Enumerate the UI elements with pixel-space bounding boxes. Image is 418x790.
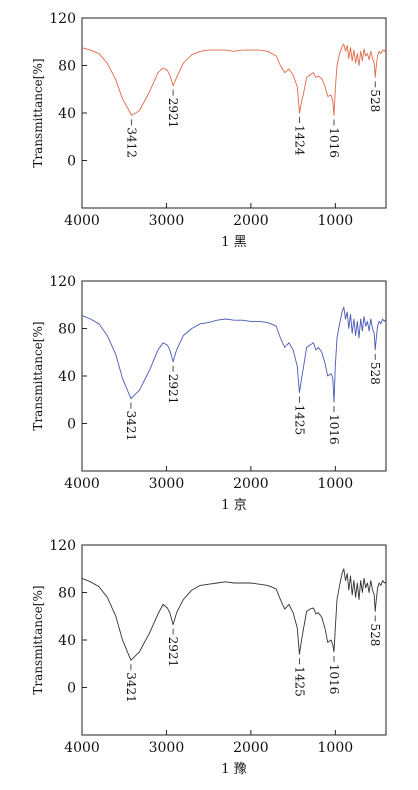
x-tick-label: 3000 (149, 213, 185, 229)
x-tick-label: 1000 (318, 740, 354, 756)
peak-label: 2921 (166, 637, 180, 668)
y-tick-label: 120 (49, 11, 76, 27)
x-tick-label: 2000 (233, 213, 269, 229)
y-tick-label: 80 (58, 586, 76, 602)
plot-frame (81, 17, 387, 209)
chart-caption: 1 京 (221, 498, 246, 513)
y-tick-label: 0 (67, 417, 76, 433)
peak-label: 1424 (293, 125, 307, 156)
peak-label: 1016 (327, 414, 341, 445)
x-tick-label: 4000 (64, 476, 100, 492)
ir-spectrum-chart-3: 120 80 40 0 4000 3000 2000 1000 Transmittance[%]… (31, 538, 387, 777)
y-tick-label: 40 (58, 369, 76, 385)
spectrum-line (81, 306, 387, 403)
x-tick-label: 4000 (64, 213, 100, 229)
y-axis-label: Transmittance[%] (31, 58, 45, 167)
peak-label: 2921 (166, 374, 180, 405)
x-tick-label: 1000 (318, 213, 354, 229)
spectrum-panel-1: 120 80 40 0 4000 3000 2000 1000 Transmittance[%]… (0, 0, 418, 263)
spectrum-line (81, 43, 387, 116)
x-tick-label: 3000 (149, 476, 185, 492)
y-axis-label: Transmittance[%] (31, 321, 45, 430)
y-tick-label: 80 (58, 322, 76, 338)
peak-label: 2921 (166, 98, 180, 129)
peak-label: 1425 (292, 405, 306, 436)
y-tick-label: 120 (49, 538, 76, 554)
y-tick-label: 0 (67, 681, 76, 697)
peak-label: 528 (368, 362, 382, 385)
chart-caption: 1 黑 (221, 235, 246, 250)
y-tick-label: 40 (58, 633, 76, 649)
peak-label: 1425 (292, 666, 306, 697)
spectrum-line (81, 568, 387, 661)
y-tick-label: 40 (58, 106, 76, 122)
y-tick-label: 0 (67, 154, 76, 170)
y-axis-label: Transmittance[%] (31, 585, 45, 694)
x-tick-label: 2000 (233, 476, 269, 492)
x-tick-label: 2000 (233, 740, 269, 756)
chart-caption: 1 豫 (221, 762, 246, 777)
ir-spectrum-chart-1: 120 80 40 0 4000 3000 2000 1000 Transmittance[%]… (31, 11, 387, 250)
spectrum-panel-2: 120 80 40 0 4000 3000 2000 1000 Transmittance[%]… (0, 263, 418, 526)
peak-label: 3412 (125, 127, 139, 158)
ir-spectrum-chart-2: 120 80 40 0 4000 3000 2000 1000 Transmittance[%]… (31, 274, 387, 513)
y-tick-label: 120 (49, 274, 76, 290)
y-tick-label: 80 (58, 59, 76, 75)
x-tick-label: 1000 (318, 476, 354, 492)
x-tick-label: 4000 (64, 740, 100, 756)
peak-label: 1016 (327, 127, 341, 158)
spectrum-panel-3: 120 80 40 0 4000 3000 2000 1000 Transmittance[%]… (0, 527, 418, 790)
x-tick-label: 3000 (149, 740, 185, 756)
plot-frame (81, 544, 387, 736)
peak-label: 1016 (327, 664, 341, 695)
peak-label: 528 (368, 624, 382, 647)
peak-label: 528 (368, 89, 382, 112)
peak-label: 3421 (124, 672, 138, 703)
peak-label: 3421 (124, 411, 138, 442)
